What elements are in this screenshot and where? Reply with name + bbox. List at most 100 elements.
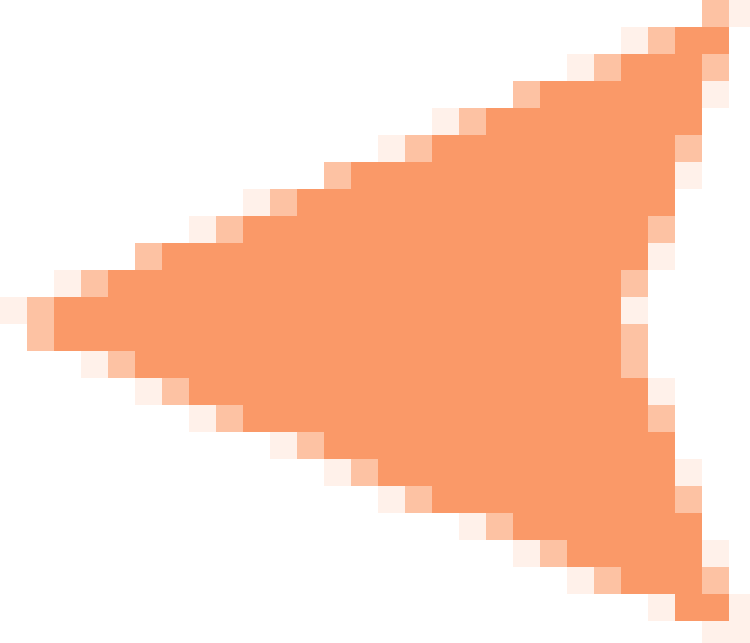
- triangle-pixel: [648, 162, 675, 189]
- triangle-pixel: [567, 297, 594, 324]
- triangle-pixel: [297, 270, 324, 297]
- triangle-pixel: [567, 513, 594, 540]
- triangle-pixel: [567, 432, 594, 459]
- triangle-pixel: [243, 243, 270, 270]
- triangle-pixel: [378, 243, 405, 270]
- triangle-pixel: [648, 432, 675, 459]
- triangle-pixel: [459, 405, 486, 432]
- triangle-pixel: [621, 297, 648, 324]
- triangle-pixel: [459, 108, 486, 135]
- triangle-pixel: [513, 324, 540, 351]
- triangle-pixel: [594, 297, 621, 324]
- triangle-pixel: [540, 486, 567, 513]
- triangle-pixel: [378, 189, 405, 216]
- triangle-pixel: [351, 459, 378, 486]
- triangle-pixel: [459, 324, 486, 351]
- triangle-pixel: [189, 243, 216, 270]
- triangle-pixel: [405, 243, 432, 270]
- triangle-pixel: [594, 108, 621, 135]
- triangle-pixel: [216, 216, 243, 243]
- triangle-pixel: [513, 540, 540, 567]
- triangle-pixel: [648, 459, 675, 486]
- triangle-pixel: [567, 243, 594, 270]
- triangle-pixel: [135, 324, 162, 351]
- triangle-pixel: [378, 378, 405, 405]
- triangle-pixel: [324, 405, 351, 432]
- triangle-pixel: [594, 135, 621, 162]
- triangle-pixel: [594, 378, 621, 405]
- triangle-pixel: [432, 135, 459, 162]
- triangle-pixel: [513, 459, 540, 486]
- triangle-pixel: [216, 243, 243, 270]
- triangle-pixel: [567, 324, 594, 351]
- triangle-pixel: [486, 378, 513, 405]
- triangle-pixel: [189, 351, 216, 378]
- triangle-pixel: [513, 486, 540, 513]
- triangle-pixel: [621, 27, 648, 54]
- triangle-pixel: [513, 108, 540, 135]
- triangle-pixel: [108, 324, 135, 351]
- triangle-pixel: [729, 621, 750, 643]
- triangle-pixel: [459, 162, 486, 189]
- triangle-pixel: [594, 459, 621, 486]
- triangle-pixel: [162, 378, 189, 405]
- triangle-pixel: [648, 27, 675, 54]
- triangle-pixel: [594, 54, 621, 81]
- triangle-pixel: [270, 270, 297, 297]
- triangle-pixel: [675, 54, 702, 81]
- triangle-pixel: [675, 594, 702, 621]
- triangle-pixel: [351, 189, 378, 216]
- triangle-pixel: [135, 297, 162, 324]
- triangle-pixel: [378, 486, 405, 513]
- triangle-pixel: [513, 432, 540, 459]
- triangle-pixel: [459, 270, 486, 297]
- triangle-pixel: [432, 216, 459, 243]
- triangle-pixel: [459, 216, 486, 243]
- triangle-pixel: [378, 459, 405, 486]
- triangle-pixel: [540, 189, 567, 216]
- triangle-pixel: [405, 216, 432, 243]
- triangle-pixel: [324, 243, 351, 270]
- triangle-pixel: [405, 270, 432, 297]
- triangle-pixel: [270, 351, 297, 378]
- triangle-pixel: [540, 135, 567, 162]
- triangle-pixel: [486, 459, 513, 486]
- triangle-pixel: [567, 405, 594, 432]
- triangle-pixel: [378, 162, 405, 189]
- triangle-pixel: [135, 270, 162, 297]
- triangle-pixel: [405, 135, 432, 162]
- triangle-pixel: [189, 405, 216, 432]
- triangle-pixel: [432, 162, 459, 189]
- triangle-pixel: [189, 378, 216, 405]
- triangle-pixel: [621, 216, 648, 243]
- triangle-pixel: [567, 459, 594, 486]
- triangle-pixel: [540, 540, 567, 567]
- triangle-pixel: [270, 324, 297, 351]
- triangle-pixel: [459, 432, 486, 459]
- triangle-pixel: [540, 324, 567, 351]
- triangle-pixel: [459, 351, 486, 378]
- triangle-pixel: [216, 297, 243, 324]
- triangle-pixel: [162, 351, 189, 378]
- triangle-pixel: [621, 189, 648, 216]
- triangle-pixel: [513, 297, 540, 324]
- triangle-pixel: [432, 405, 459, 432]
- triangle-pixel: [567, 540, 594, 567]
- triangle-pixel: [486, 324, 513, 351]
- triangle-pixel: [297, 243, 324, 270]
- triangle-pixel: [135, 378, 162, 405]
- triangle-pixel: [297, 432, 324, 459]
- triangle-pixel: [162, 270, 189, 297]
- triangle-pixel: [351, 216, 378, 243]
- triangle-pixel: [54, 324, 81, 351]
- triangle-pixel: [486, 162, 513, 189]
- triangle-pixel: [162, 243, 189, 270]
- triangle-pixel: [378, 432, 405, 459]
- triangle-pixel: [297, 189, 324, 216]
- triangle-pixel: [513, 378, 540, 405]
- triangle-pixel: [513, 351, 540, 378]
- triangle-pixel: [675, 162, 702, 189]
- triangle-pixel: [486, 432, 513, 459]
- triangle-pixel: [513, 513, 540, 540]
- triangle-pixel: [54, 270, 81, 297]
